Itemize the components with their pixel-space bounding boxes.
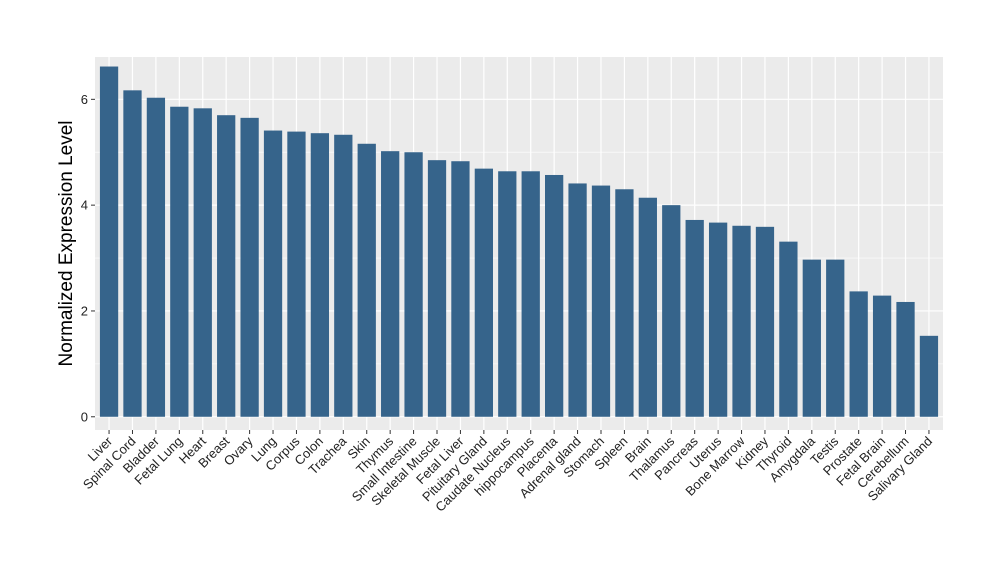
bar xyxy=(826,259,845,417)
y-axis: 0 2 4 6 xyxy=(81,92,95,424)
bar xyxy=(287,131,306,417)
bar xyxy=(638,197,657,417)
y-tick-label: 6 xyxy=(81,92,88,107)
bar xyxy=(755,226,775,417)
bar xyxy=(474,168,493,417)
plot-panel xyxy=(95,57,943,430)
bar xyxy=(872,295,892,417)
bar xyxy=(896,301,915,417)
bar xyxy=(732,225,751,417)
y-tick-label: 4 xyxy=(81,198,88,213)
bar xyxy=(310,133,330,417)
bar xyxy=(708,222,728,417)
bar xyxy=(146,97,166,417)
bar xyxy=(919,335,939,417)
y-axis-title: Normalized Expression Level xyxy=(56,120,77,366)
bar xyxy=(591,185,611,417)
y-tick-label: 0 xyxy=(81,409,88,424)
bar xyxy=(357,143,376,417)
bar xyxy=(498,171,517,417)
bar xyxy=(170,106,189,417)
bar xyxy=(123,90,142,417)
bar xyxy=(99,66,119,417)
bar xyxy=(334,134,353,417)
bar xyxy=(193,108,212,417)
bar xyxy=(521,171,540,417)
bar xyxy=(685,219,704,417)
bar xyxy=(263,130,283,417)
bar xyxy=(545,174,564,417)
y-tick-label: 2 xyxy=(81,303,88,318)
bar xyxy=(381,151,400,417)
bar xyxy=(568,183,587,417)
bar xyxy=(427,160,447,417)
bar xyxy=(662,205,681,417)
bar xyxy=(451,161,470,417)
bar xyxy=(849,291,868,417)
bar xyxy=(779,241,798,417)
bar xyxy=(240,117,259,417)
bars xyxy=(99,66,939,417)
bar xyxy=(802,259,821,417)
bar xyxy=(217,115,236,417)
bar xyxy=(615,189,634,417)
bar xyxy=(404,152,423,417)
minor-gridlines xyxy=(95,151,943,365)
